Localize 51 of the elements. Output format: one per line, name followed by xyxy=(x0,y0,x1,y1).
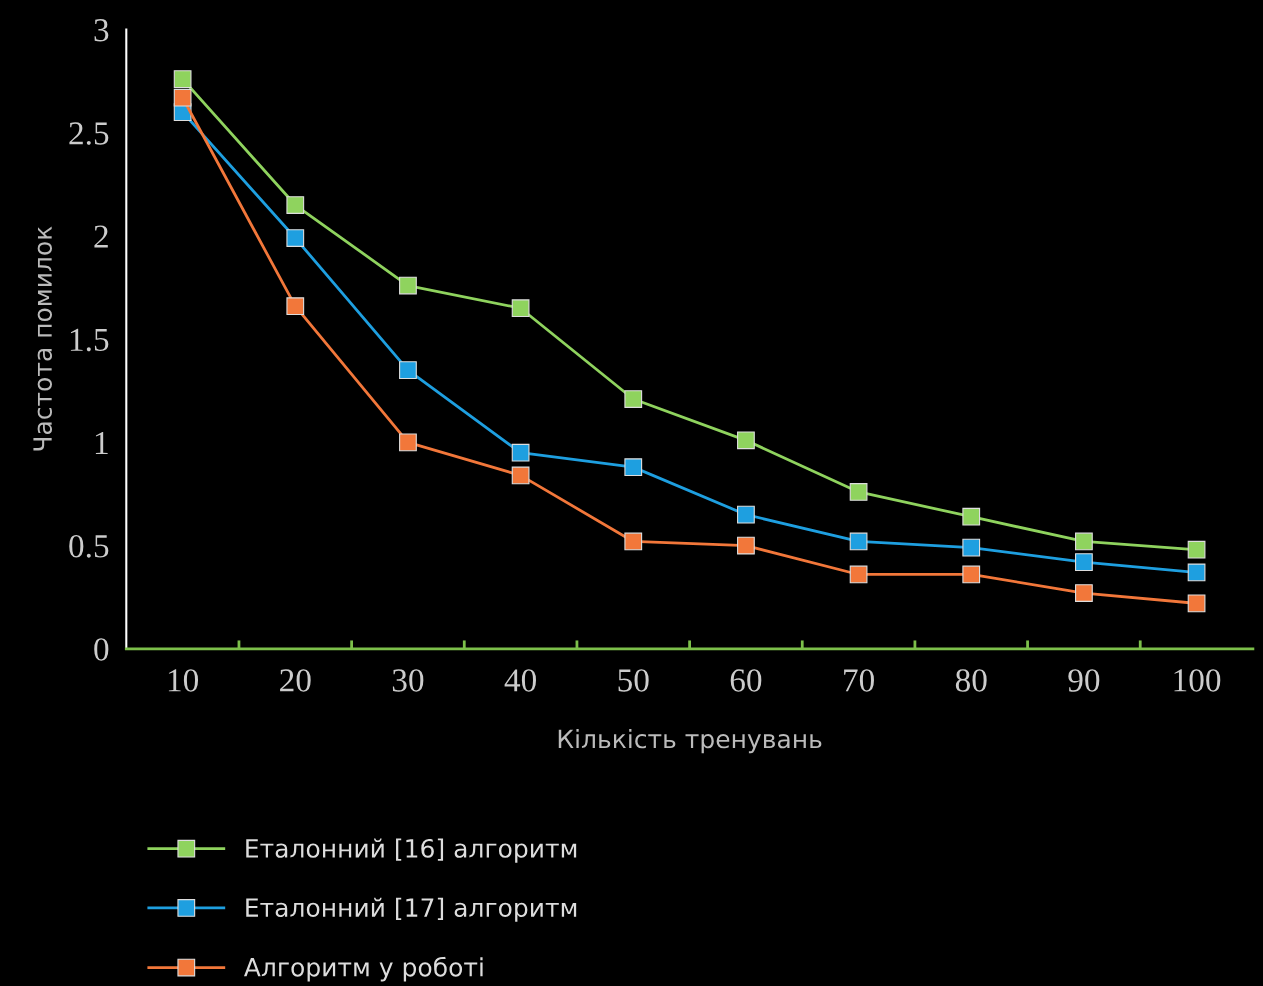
point xyxy=(1075,553,1093,571)
point xyxy=(399,276,417,295)
point xyxy=(1187,594,1206,613)
point xyxy=(1187,563,1206,582)
point xyxy=(173,70,192,89)
y-tick-label: 1.5 xyxy=(70,328,109,352)
legend-label: Еталонний [17] алгоритм xyxy=(246,897,577,922)
point xyxy=(737,431,755,450)
point xyxy=(849,565,868,584)
x-tick-label: 80 xyxy=(955,669,987,692)
point xyxy=(511,443,530,462)
point xyxy=(1075,584,1093,602)
point xyxy=(849,483,868,501)
legend-label: Еталонний [16] алгоритм xyxy=(246,838,577,863)
point xyxy=(286,297,305,316)
x-tick-label: 70 xyxy=(844,669,874,692)
point xyxy=(1187,540,1206,559)
y-tick-label: 2.5 xyxy=(69,122,109,145)
point xyxy=(1075,532,1093,551)
x-tick-label: 90 xyxy=(1068,669,1100,692)
point xyxy=(962,538,981,557)
x-tick-label: 60 xyxy=(730,669,762,692)
x-axis-title: Кількість тренувань xyxy=(558,729,822,754)
point xyxy=(737,536,755,555)
point xyxy=(511,466,530,485)
point xyxy=(399,361,417,380)
x-tick-label: 30 xyxy=(392,669,424,692)
point xyxy=(962,507,981,526)
x-tick-label: 50 xyxy=(618,669,649,692)
point xyxy=(962,565,981,584)
point xyxy=(624,458,643,477)
point xyxy=(624,390,643,408)
y-axis-title: Частота помилок xyxy=(33,226,53,451)
x-tick-label: 40 xyxy=(504,669,536,692)
point xyxy=(737,505,755,524)
y-tick-label: 3 xyxy=(94,19,109,42)
point xyxy=(286,196,305,214)
y-tick-label: 0 xyxy=(94,638,109,661)
x-tick-label: 20 xyxy=(280,669,311,692)
y-tick-label: 0.5 xyxy=(69,534,109,558)
point xyxy=(511,299,530,318)
y-tick-label: 2 xyxy=(94,225,108,248)
x-tick-label: 100 xyxy=(1174,669,1221,692)
point xyxy=(286,229,305,247)
point xyxy=(173,88,192,107)
point xyxy=(624,532,643,551)
legend-label: Алгоритм у роботі xyxy=(244,956,483,982)
point xyxy=(399,433,417,452)
point xyxy=(849,532,868,551)
y-tick-label: 1 xyxy=(95,431,108,454)
x-tick-label: 10 xyxy=(168,669,199,692)
